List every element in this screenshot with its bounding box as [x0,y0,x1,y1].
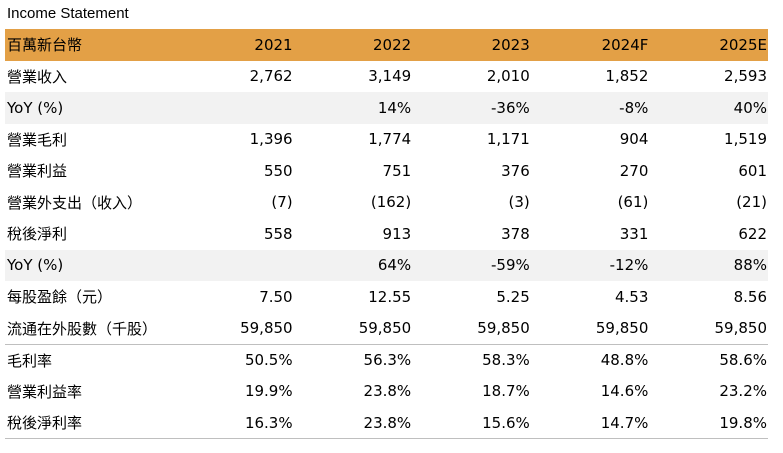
table-cell: 601 [738,161,767,180]
table-cell: 751 [382,161,412,180]
table-cell [175,250,294,282]
year-header: 2021 [254,35,293,54]
table-cell: (7) [271,193,293,212]
table-cell: 48.8% [530,343,650,376]
table-cell: 15.6% [482,413,530,432]
row-label: 營業毛利 [7,130,68,149]
row-label: 每股盈餘（元） [7,288,113,307]
table-cell: 1,396 [249,130,293,149]
table-cell: 331 [619,224,649,243]
table-cell: 3,149 [368,67,412,86]
table-cell: 12.55 [368,287,412,306]
table-cell [175,92,294,124]
row-label: 流通在外股數（千股） [7,319,158,338]
table-cell: 8.56 [733,287,767,306]
row-label: 稅後淨利率 [7,414,83,432]
table-row: 營業利益 550 751 376 270 601 [5,155,768,187]
table-cell: 1,852 [605,67,649,86]
table-row: 營業外支出（收入） (7) (162) (3) (61) (21) [5,187,768,219]
table-cell: 270 [619,161,649,180]
table-cell: (162) [370,193,412,212]
page-title: Income Statement [7,5,129,22]
table-cell: 622 [738,224,767,243]
row-label: 毛利率 [5,343,175,376]
row-label: 營業利益 [7,162,68,181]
table-cell: 378 [501,224,530,243]
table-cell: 58.6% [649,343,768,376]
table-row: 稅後淨利率 16.3% 23.8% 15.6% 14.7% 19.8% [5,407,768,439]
year-header: 2023 [491,35,530,54]
table-cell: 1,774 [368,130,412,149]
table-cell: 23.8% [363,382,412,401]
row-label: YoY (%) [7,256,64,275]
row-label: 稅後淨利 [7,225,68,244]
table-cell: (3) [508,193,530,212]
table-cell: -36% [491,98,530,117]
table-cell: 64% [377,256,412,275]
table-cell: (61) [617,193,649,212]
table-cell: 23.2% [719,382,767,401]
table-cell: 88% [733,256,767,275]
table-cell: 14.6% [600,382,649,401]
row-label: 營業收入 [7,67,68,86]
year-header: 2025E [719,35,767,54]
row-label: 營業外支出（收入） [7,193,143,212]
table-cell: 58.3% [412,343,531,376]
table-cell: 550 [263,161,293,180]
table-cell: 4.53 [614,287,649,306]
table-cell: 558 [263,224,293,243]
table-row: 稅後淨利 558 913 378 331 622 [5,218,768,250]
table-cell: 59,850 [595,319,649,337]
table-row: YoY (%) 64% -59% -12% 88% [5,249,768,282]
table-cell: 1,171 [486,130,530,149]
table-cell: 59,850 [477,319,530,337]
table-cell: 56.3% [293,343,413,376]
table-cell: 19.8% [719,413,767,432]
table-cell: 59,850 [358,319,412,337]
table-cell: 40% [733,98,767,117]
table-cell: -12% [609,256,649,275]
table-cell: 59,850 [714,319,768,337]
table-cell: 23.8% [363,413,412,432]
table-cell: 14% [377,98,412,117]
year-header: 2022 [373,35,412,54]
row-label: YoY (%) [7,98,64,117]
table-cell: 7.50 [259,287,293,306]
table-row: 營業利益率 19.9% 23.8% 18.7% 14.6% 23.2% [5,376,768,408]
table-row: 營業收入 2,762 3,149 2,010 1,852 2,593 [5,61,768,93]
header-row: 百萬新台幣 2021 2022 2023 2024F 2025E [5,29,768,61]
year-header: 2024F [601,35,649,54]
table-cell: 59,850 [240,319,293,337]
table-cell: 913 [382,224,412,243]
table-cell: (21) [736,193,767,212]
table-cell: 1,519 [724,130,767,149]
unit-label: 百萬新台幣 [7,36,83,55]
table-cell: -59% [491,256,530,275]
table-cell: 19.9% [244,382,293,401]
income-statement-table: 百萬新台幣 2021 2022 2023 2024F 2025E 營業收入 2,7… [5,29,768,439]
table-cell: 50.5% [175,343,294,376]
row-label: 營業利益率 [7,382,83,401]
table-cell: -8% [619,98,649,117]
table-row: 流通在外股數（千股） 59,850 59,850 59,850 59,850 59,850 [5,313,768,345]
table-cell: 376 [501,161,530,180]
table-cell: 14.7% [600,413,649,432]
table-cell: 18.7% [482,382,530,401]
table-cell: 2,593 [724,67,767,86]
table-row: YoY (%) 14% -36% -8% 40% [5,92,768,124]
table-cell: 2,762 [249,67,293,86]
table-row: 每股盈餘（元） 7.50 12.55 5.25 4.53 8.56 [5,281,768,313]
table-cell: 16.3% [244,413,293,432]
table-cell: 5.25 [496,287,530,306]
table-cell: 2,010 [486,67,530,86]
table-row: 營業毛利 1,396 1,774 1,171 904 1,519 [5,124,768,156]
table-cell: 904 [619,130,649,149]
table-row: 毛利率 50.5% 56.3% 58.3% 48.8% 58.6% [5,343,768,376]
